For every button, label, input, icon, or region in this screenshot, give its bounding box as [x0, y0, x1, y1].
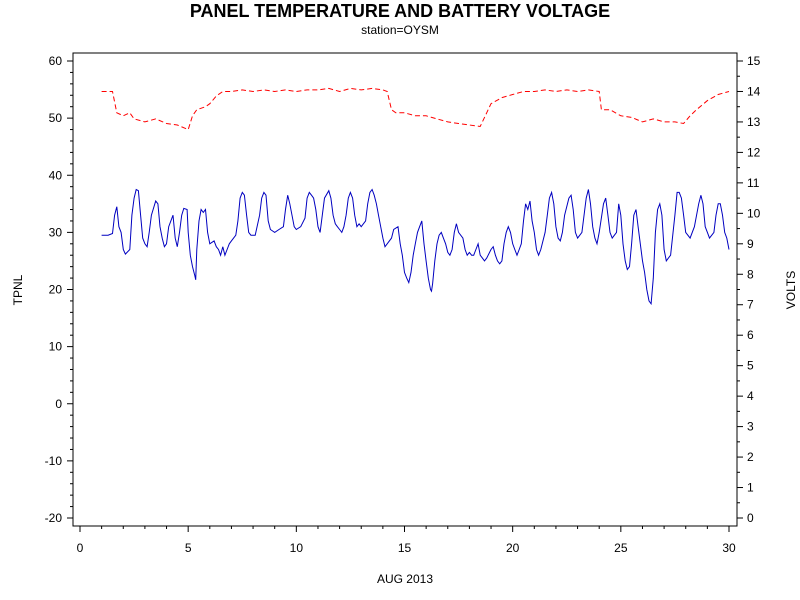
y-right-tick-label: 9 — [747, 237, 754, 251]
y-right-tick-label: 2 — [747, 450, 754, 464]
y-left-tick-label: 40 — [49, 168, 63, 182]
y-right-tick-label: 0 — [747, 511, 754, 525]
x-tick-label: 20 — [506, 541, 520, 555]
y-axis-right-label: VOLTS — [784, 271, 798, 309]
y-right-tick-label: 10 — [747, 206, 761, 220]
y-right-tick-label: 13 — [747, 115, 761, 129]
y-axis-left-label: TPNL — [11, 274, 25, 305]
y-right-tick-label: 5 — [747, 359, 754, 373]
x-tick-label: 5 — [185, 541, 192, 555]
y-right-tick-label: 3 — [747, 420, 754, 434]
y-left-tick-label: 0 — [55, 397, 62, 411]
y-right-tick-label: 1 — [747, 481, 754, 495]
y-left-tick-label: 50 — [49, 111, 63, 125]
chart-subtitle: station=OYSM — [361, 23, 439, 37]
x-tick-label: 15 — [398, 541, 412, 555]
y-left-tick-label: 10 — [49, 340, 63, 354]
y-right-tick-label: 15 — [747, 54, 761, 68]
y-left-tick-label: 60 — [49, 54, 63, 68]
y-left-tick-label: -10 — [45, 454, 63, 468]
series-layer — [101, 87, 730, 306]
x-tick-label: 25 — [614, 541, 628, 555]
y-right-tick-label: 14 — [747, 84, 761, 98]
y-left-tick-label: -20 — [45, 511, 63, 525]
series-line-volts — [101, 87, 730, 131]
y-left-tick-label: 20 — [49, 283, 63, 297]
y-right-tick-label: 11 — [747, 176, 760, 190]
y-axis-left: -20 -10 0 10 20 30 40 50 60 — [45, 54, 73, 525]
y-left-tick-label: 30 — [49, 225, 63, 239]
y-right-tick-label: 12 — [747, 145, 761, 159]
x-tick-label: 30 — [722, 541, 736, 555]
chart-title: PANEL TEMPERATURE AND BATTERY VOLTAGE — [190, 1, 610, 21]
y-right-tick-label: 8 — [747, 267, 754, 281]
x-axis-label: AUG 2013 — [377, 572, 433, 586]
y-right-tick-label: 4 — [747, 389, 754, 403]
x-tick-label: 0 — [77, 541, 84, 555]
y-right-tick-label: 6 — [747, 328, 754, 342]
series-line-tpnl — [101, 188, 730, 306]
y-right-tick-label: 7 — [747, 298, 754, 312]
x-axis: 0 5 10 15 20 25 30 — [77, 526, 736, 555]
plot-frame — [72, 52, 738, 527]
x-tick-label: 10 — [290, 541, 304, 555]
